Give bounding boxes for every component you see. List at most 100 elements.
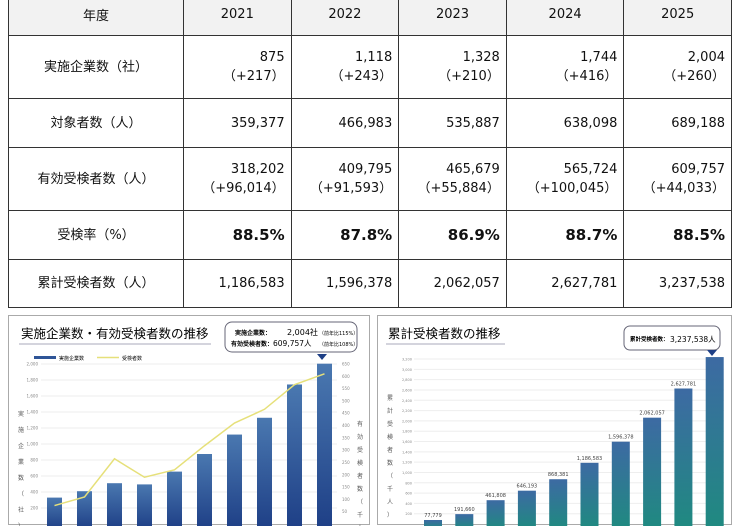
bar [107,483,122,529]
y2-axis-label: 受 [357,446,363,454]
callout-box [224,321,358,353]
cell-value: 86.9% [447,225,500,244]
y-tick-label: 2,400 [402,399,412,403]
data-label: 77,779 [424,513,442,519]
y2-tick-label: 350 [342,435,350,440]
y-tick-label: 1,400 [27,410,39,415]
table-cell: 535,887 [398,98,507,148]
cell-value: 359,377 [230,115,285,131]
table-cell: 689,188 [623,98,732,148]
data-label: 2,627,781 [671,382,696,388]
cell-diff: （+96,014） [202,181,285,196]
cell-value: 88.5% [232,225,285,244]
row-label: 受検率（%） [8,210,184,260]
table-cell: 86.9% [398,210,507,260]
companies-chart: 実施企業数・有効受検者数の推移 実施企業数： 2,004社 （前年比115%）有効受検… [18,321,363,530]
bar [517,490,536,529]
callout-value: 3,237,538人 [670,335,716,344]
y-tick-label: 2,800 [402,378,412,382]
y-axis-label: 千 [387,485,393,493]
data-label: 2,062,057 [639,411,664,417]
cell-value: 1,186,583 [218,276,285,291]
cell-value: 609,757 [671,162,725,177]
table-cell: 88.7% [505,210,625,260]
legend-bar-swatch [34,356,56,359]
y-tick-label: 200 [405,512,412,516]
y-axis-label: 社 [18,506,24,514]
y-axis-label: ） [18,523,24,526]
y-axis-label: 業 [18,458,24,466]
y2-tick-label: 150 [342,485,350,490]
y-tick-label: 1,200 [402,461,412,465]
table-cell: 359,377 [183,98,292,148]
cell-diff: （+91,593） [309,181,393,196]
y2-axis-label: 有 [357,420,363,428]
cell-diff: （+210） [438,69,500,84]
chart-title: 実施企業数・有効受検者数の推移 [21,326,209,341]
summary-table: 年度 2021 2022 2023 2024 2025 実施企業数（社） 875 （… [8,0,732,308]
y-axis-label: 数 [387,459,393,467]
y2-tick-label: 300 [342,448,350,453]
bar [287,384,302,529]
bar [257,417,272,529]
y-axis-label: 受 [387,420,393,428]
cell-diff: （+217） [222,69,285,84]
row-label: 実施企業数（社） [8,35,184,99]
table-row: 受検率（%） 88.5% 87.8% 86.9% 88.7% 88.5% [8,210,732,260]
cell-value: 2,627,781 [551,276,618,291]
table-cell: 466,983 [290,98,400,148]
y-tick-label: 2,600 [402,388,412,392]
y-tick-label: 1,000 [402,471,412,475]
companies-chart-panel: 実施企業数・有効受検者数の推移 実施企業数： 2,004社 （前年比115%） 有効受検… [8,315,370,530]
table-cell: 2,627,781 [505,259,625,308]
header-cell: 2022 [290,0,400,36]
table-cell: 565,724 （+100,045） [505,147,625,211]
bar [674,388,693,529]
bar [486,500,505,529]
y2-tick-label: 400 [342,423,350,428]
row-label: 有効受検者数（人） [8,147,184,211]
chart-title: 累計受検者数の推移 [388,326,501,341]
y-tick-label: 400 [405,502,412,506]
table-cell: 2,004 （+260） [623,35,732,99]
cell-value: 409,795 [338,162,393,177]
y2-axis-label: 数 [357,485,363,493]
cell-value: 535,887 [446,115,500,131]
table-header-row: 年度 2021 2022 2023 2024 2025 [8,0,732,36]
row-label: 対象者数（人） [8,98,184,148]
header-cell: 2024 [505,0,625,36]
cell-value: 88.5% [672,225,725,244]
y-axis-label: 人 [387,499,393,506]
y-tick-label: 1,600 [27,394,39,399]
bar [167,471,182,529]
cell-value: 318,202 [230,162,285,177]
table-cell: 1,744 （+416） [505,35,625,99]
y2-axis-label: 人 [357,525,363,526]
bar [549,479,568,529]
y-tick-label: 600 [30,474,38,479]
callout-value: 2,004社 [287,327,318,337]
callout-text: 実施企業数： [235,329,271,337]
callout-pointer [317,354,327,360]
y2-tick-label: 100 [342,497,350,502]
table-cell: 2,062,057 [398,259,507,308]
legend-label: 実施企業数 [59,355,84,362]
y-axis-label: 数 [18,474,24,482]
cell-value: 466,983 [338,115,393,131]
bar [580,462,599,529]
header-cell: 2025 [623,0,732,36]
data-label: 646,193 [517,484,538,490]
y-axis-label: （ [18,491,24,498]
y-tick-label: 1,800 [402,430,412,434]
y2-axis-label: 千 [357,511,363,519]
cell-value: 465,679 [446,162,500,177]
table-cell: 87.8% [290,210,400,260]
bar [137,484,152,529]
y2-tick-label: 650 [342,362,350,367]
cell-diff: （+55,884） [417,181,500,196]
y2-tick-label: 600 [342,374,350,379]
bar [643,417,662,529]
y-tick-label: 800 [30,458,38,463]
table-cell: 1,328 （+210） [398,35,507,99]
y-axis-label: ） [387,512,393,519]
